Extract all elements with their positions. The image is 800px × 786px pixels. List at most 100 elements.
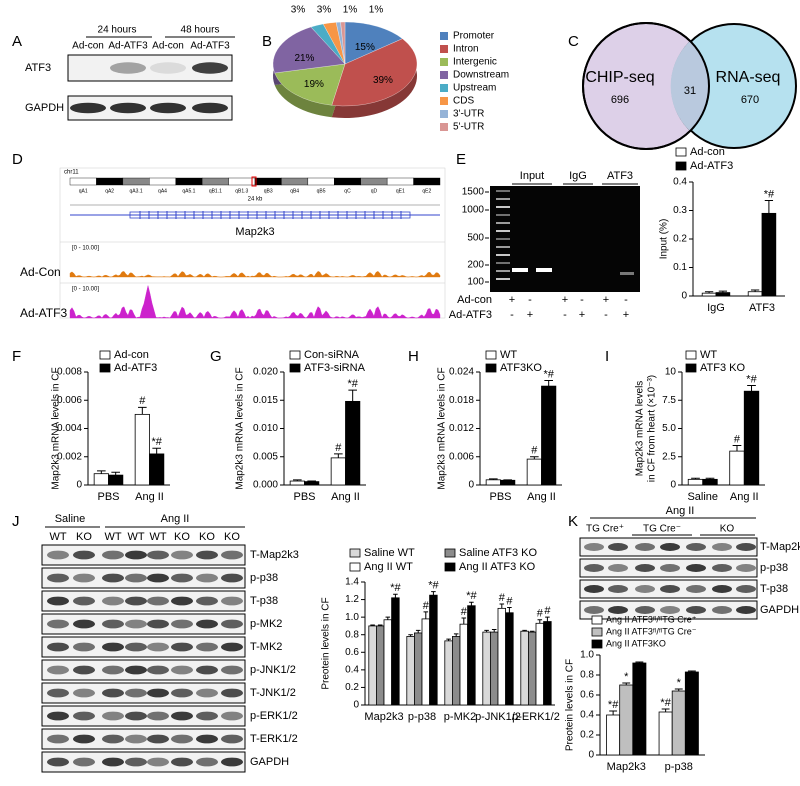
y-tick-label: 0.002 xyxy=(57,451,82,462)
y-tick-label: 0 xyxy=(681,291,687,302)
y-tick-label: 1.4 xyxy=(345,577,359,588)
row-label: T-Map2k3 xyxy=(760,541,800,553)
blot-band xyxy=(102,711,124,721)
bar xyxy=(467,605,476,706)
lane-label: ATF3 xyxy=(607,170,633,182)
significance-label: # xyxy=(423,600,430,612)
y-tick-label: 0 xyxy=(670,480,676,491)
error-bar xyxy=(408,634,413,637)
y-tick-label: 0.006 xyxy=(449,451,474,462)
bar xyxy=(743,390,760,486)
x-tick-label: Ang II xyxy=(135,491,164,503)
blot-band xyxy=(171,573,193,583)
blot-band xyxy=(221,711,243,721)
ideogram-band xyxy=(175,177,203,186)
pie-value-label: 15% xyxy=(355,42,375,53)
y-axis-label: Preotein levels in CF xyxy=(321,597,332,689)
ladder-band xyxy=(496,254,510,256)
error-bar xyxy=(431,591,436,596)
band-label: qB1.1 xyxy=(209,188,222,194)
band-label: qA3.1 xyxy=(130,188,143,194)
bar xyxy=(375,625,385,706)
error-bar xyxy=(732,444,742,452)
pie-value-label: 3% xyxy=(317,5,332,16)
error-bar xyxy=(530,456,539,460)
track-name: Ad-ATF3 xyxy=(20,306,67,320)
x-tick-label: p-p38 xyxy=(408,711,436,723)
panel-label: C xyxy=(568,33,579,50)
error-bar xyxy=(484,629,489,633)
treatment-mark: - xyxy=(510,309,514,321)
legend-label: Ang II WT xyxy=(364,561,413,573)
row-label: p-ERK1/2 xyxy=(250,710,298,722)
significance-label: # xyxy=(461,606,468,618)
blot-band xyxy=(73,596,95,606)
error-bar xyxy=(97,470,106,474)
band-label: qA2 xyxy=(105,188,114,194)
ladder-label: 200 xyxy=(467,260,484,271)
blot-band xyxy=(102,550,124,560)
row-label: T-p38 xyxy=(250,595,278,607)
band-label: qB4 xyxy=(290,188,299,194)
significance-label: # xyxy=(544,605,551,617)
legend-swatch xyxy=(685,363,697,373)
panel-label: F xyxy=(12,348,21,365)
error-bar xyxy=(138,406,147,415)
legend-label: Intron xyxy=(453,44,479,55)
blot-band xyxy=(196,757,218,767)
legend-swatch xyxy=(444,548,456,558)
legend-label: WT xyxy=(700,349,717,361)
blot-band xyxy=(196,619,218,629)
significance-label: # xyxy=(335,442,342,454)
lane-label: TG Cre⁺ xyxy=(586,524,624,535)
ideogram-band xyxy=(96,177,124,186)
error-bar xyxy=(691,477,700,480)
blot-band xyxy=(660,543,680,551)
legend-swatch xyxy=(99,350,111,360)
blot-band xyxy=(102,665,124,675)
treatment-mark: + xyxy=(527,309,533,321)
y-tick-label: 0 xyxy=(468,480,474,491)
bar xyxy=(149,453,165,486)
blot-band xyxy=(47,665,69,675)
bar xyxy=(715,292,731,297)
legend-swatch xyxy=(349,548,361,558)
blot-band xyxy=(125,688,147,698)
y-tick-label: 0.2 xyxy=(345,682,359,693)
signal-track xyxy=(69,271,441,278)
row-label: T-p38 xyxy=(760,583,788,595)
band-label: qA4 xyxy=(158,188,167,194)
group-label: Saline xyxy=(55,513,86,525)
legend-label: Ad-ATF3 xyxy=(690,160,733,172)
significance-label: *# xyxy=(608,699,619,711)
bar xyxy=(345,400,361,486)
y-tick-label: 0.012 xyxy=(449,423,474,434)
blot-band xyxy=(712,585,732,593)
significance-label: *# xyxy=(746,373,757,385)
x-tick-label: Ang II xyxy=(331,491,360,503)
legend-label: Upstream xyxy=(453,83,496,94)
blot-band xyxy=(125,665,147,675)
band-label: qD xyxy=(371,188,378,194)
lane-label: WT xyxy=(104,531,121,543)
legend-label: 3'-UTR xyxy=(453,109,484,120)
blot-band xyxy=(47,573,69,583)
blot-band xyxy=(147,550,169,560)
row-label: ATF3 xyxy=(25,62,51,74)
y-axis-label: Map2k3 mRNA levels xyxy=(635,381,646,477)
y-axis-label: Preotein levels in CF xyxy=(565,659,576,751)
bar xyxy=(485,479,501,486)
venn-count: 670 xyxy=(741,94,759,106)
y-tick-label: 0.2 xyxy=(580,730,594,741)
row-label: p-JNK1/2 xyxy=(250,664,296,676)
bar xyxy=(429,594,438,706)
significance-label: # xyxy=(499,592,506,604)
error-bar xyxy=(377,624,383,626)
y-axis-label: in CF from heart (×10⁻³) xyxy=(647,375,658,482)
y-tick-label: 0 xyxy=(353,700,359,711)
blot-band xyxy=(584,606,604,614)
blot-band xyxy=(221,688,243,698)
legend-label: Downstream xyxy=(453,70,509,81)
blot-band xyxy=(110,102,146,114)
blot-band xyxy=(584,543,604,551)
